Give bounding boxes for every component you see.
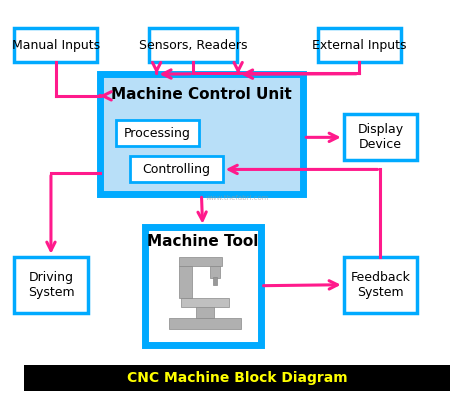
- FancyBboxPatch shape: [149, 28, 237, 62]
- FancyBboxPatch shape: [210, 265, 220, 277]
- FancyBboxPatch shape: [24, 365, 450, 391]
- Text: Sensors, Readers: Sensors, Readers: [139, 38, 247, 52]
- Text: Driving
System: Driving System: [27, 271, 74, 299]
- FancyBboxPatch shape: [14, 257, 88, 313]
- FancyBboxPatch shape: [318, 28, 401, 62]
- Text: Display
Device: Display Device: [357, 124, 403, 151]
- FancyBboxPatch shape: [179, 266, 192, 298]
- FancyBboxPatch shape: [213, 277, 217, 285]
- Text: Controlling: Controlling: [143, 163, 210, 176]
- Text: Manual Inputs: Manual Inputs: [12, 38, 100, 52]
- Text: www.thefabri.com: www.thefabri.com: [205, 196, 269, 201]
- FancyBboxPatch shape: [179, 257, 221, 266]
- FancyBboxPatch shape: [100, 74, 303, 194]
- Text: Machine Tool: Machine Tool: [147, 234, 258, 249]
- Text: Machine Control Unit: Machine Control Unit: [111, 87, 292, 102]
- Text: External Inputs: External Inputs: [312, 38, 406, 52]
- FancyBboxPatch shape: [169, 318, 240, 329]
- FancyBboxPatch shape: [344, 114, 417, 160]
- FancyBboxPatch shape: [116, 120, 199, 146]
- Text: Feedback
System: Feedback System: [350, 271, 410, 299]
- FancyBboxPatch shape: [344, 257, 417, 313]
- FancyBboxPatch shape: [130, 156, 223, 182]
- FancyBboxPatch shape: [145, 227, 261, 345]
- Text: CNC Machine Block Diagram: CNC Machine Block Diagram: [127, 371, 347, 385]
- Text: Processing: Processing: [124, 127, 191, 140]
- FancyBboxPatch shape: [195, 306, 214, 318]
- FancyBboxPatch shape: [14, 28, 97, 62]
- FancyBboxPatch shape: [181, 298, 228, 307]
